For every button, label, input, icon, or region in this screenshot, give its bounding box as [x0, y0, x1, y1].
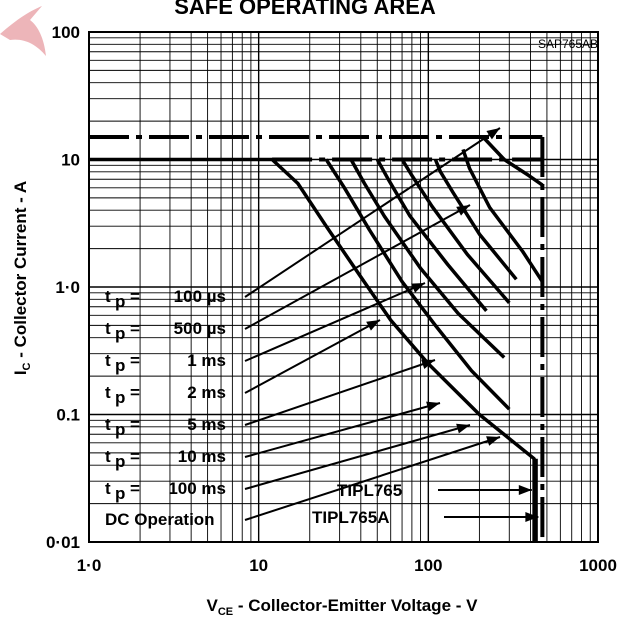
- x-tick-label: 10: [249, 556, 268, 575]
- legend-arrow: [244, 424, 471, 490]
- legend-equals: =: [130, 287, 140, 306]
- y-axis-label: IC - Collector Current - A: [11, 181, 33, 375]
- legend-sub: p: [115, 324, 125, 343]
- legend-symbol: t: [105, 447, 111, 466]
- legend-arrow: [244, 402, 441, 458]
- legend-arrow: [244, 319, 381, 394]
- device-label: TIPL765A: [312, 508, 389, 527]
- soa-curve-4: [375, 158, 488, 313]
- legend-symbol: t: [105, 319, 111, 338]
- legend-sub: p: [115, 356, 125, 375]
- brand-swoosh-shape: [0, 6, 46, 56]
- legend-value: 1 ms: [187, 351, 226, 370]
- y-tick-label: 0.1: [56, 406, 80, 425]
- ticks: 1·0 10 100 1000 0·01 0.1 1·0 10 100: [46, 23, 617, 575]
- legend-equals: =: [130, 319, 140, 338]
- soa-curve-7: [461, 148, 544, 283]
- grid: [88, 32, 598, 543]
- x-tick-label: 100: [414, 556, 442, 575]
- device-label: TIPL765: [337, 481, 402, 500]
- legend-sub: p: [115, 484, 125, 503]
- x-tick-label: 1000: [579, 556, 617, 575]
- legend-arrow: [244, 204, 471, 330]
- legend-sub: p: [115, 292, 125, 311]
- brand-swoosh: [0, 6, 46, 56]
- device-arrow-head: [518, 485, 532, 495]
- legend-arrow-head: [456, 205, 470, 216]
- legend-value: 5 ms: [187, 415, 226, 434]
- legend-value: 100 µs: [174, 287, 226, 306]
- soa-curve-1: [89, 157, 536, 542]
- soa-curve-2: [324, 158, 511, 411]
- legend-value: 10 ms: [178, 447, 226, 466]
- y-tick-label: 0·01: [46, 533, 80, 552]
- legend-arrow-head: [456, 423, 470, 434]
- legend-arrow-head: [421, 359, 435, 369]
- legend-value: 100 ms: [168, 479, 226, 498]
- legend-arrow: [244, 359, 436, 426]
- legend-symbol: t: [105, 383, 111, 402]
- y-tick-label: 1·0: [55, 278, 80, 297]
- legend-value: 500 µs: [174, 319, 226, 338]
- legend-arrow-head: [411, 283, 425, 293]
- legend-sub: p: [115, 452, 125, 471]
- legend: t p = 100 µst p = 500 µst p = 1 mst p = 2 mst p = 5 mst…: [105, 127, 501, 529]
- legend-arrow: [244, 127, 501, 298]
- legend-dc-label: DC Operation: [105, 510, 215, 529]
- device-arrow-head: [525, 512, 539, 522]
- legend-equals: =: [130, 383, 140, 402]
- x-axis-label: VCE - Collector-Emitter Voltage - V: [207, 596, 479, 617]
- legend-arrow-head: [486, 436, 500, 446]
- soa-curve-8: [481, 135, 544, 187]
- legend-equals: =: [130, 415, 140, 434]
- legend-equals: =: [130, 479, 140, 498]
- legend-sub: p: [115, 420, 125, 439]
- x-tick-label: 1·0: [77, 556, 102, 575]
- chart-title: SAFE OPERATING AREA: [174, 0, 436, 19]
- legend-symbol: t: [105, 287, 111, 306]
- legend-arrow-head: [366, 320, 380, 331]
- y-tick-label: 100: [52, 23, 80, 42]
- legend-symbol: t: [105, 479, 111, 498]
- device-labels: TIPL765 TIPL765A: [312, 481, 539, 527]
- legend-symbol: t: [105, 351, 111, 370]
- legend-equals: =: [130, 351, 140, 370]
- legend-value: 2 ms: [187, 383, 226, 402]
- legend-symbol: t: [105, 415, 111, 434]
- soa-curve-5: [400, 158, 511, 305]
- legend-arrow: [244, 282, 426, 362]
- legend-arrow-head: [426, 401, 440, 412]
- legend-arrow: [244, 436, 501, 521]
- legend-sub: p: [115, 388, 125, 407]
- legend-equals: =: [130, 447, 140, 466]
- legend-arrow-head: [486, 128, 500, 140]
- plot-frame: [88, 31, 599, 543]
- y-tick-label: 10: [61, 151, 80, 170]
